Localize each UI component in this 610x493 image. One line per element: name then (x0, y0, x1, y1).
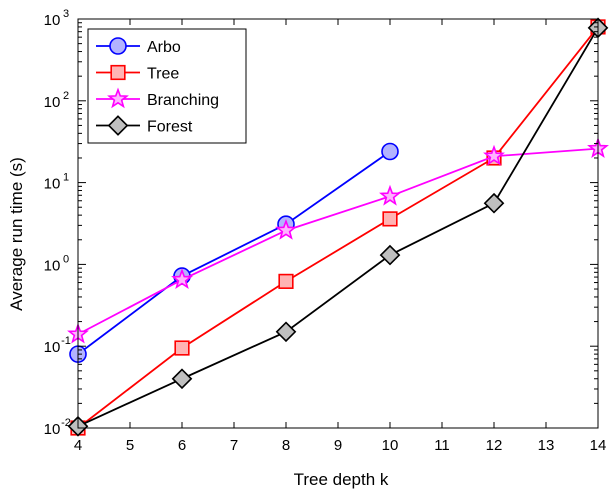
data-point-forest (171, 368, 193, 390)
plot-marks (67, 17, 609, 437)
y-axis-label: Average run time (s) (7, 157, 26, 311)
data-point-branching (171, 268, 193, 290)
y-tick-label: 10 (44, 12, 61, 29)
series-arbo (69, 142, 399, 363)
y-tick-label: 10 (44, 421, 61, 438)
x-axis-label: Tree depth k (294, 470, 389, 489)
legend-marker-tree (110, 64, 126, 81)
series-line-branching (77, 147, 599, 336)
legend-label-forest: Forest (147, 119, 193, 136)
x-tick-label: 6 (178, 437, 186, 454)
data-point-forest (483, 192, 505, 214)
y-tick-exponent: 3 (63, 8, 69, 20)
y-tick-label: 10 (44, 257, 61, 274)
x-tick-label: 13 (538, 437, 555, 454)
y-tick-exponent: 0 (63, 253, 69, 265)
legend-label-tree: Tree (147, 66, 179, 83)
legend-label-arbo: Arbo (147, 39, 181, 56)
y-tick-label: 10 (44, 339, 61, 356)
data-point-forest (275, 321, 297, 343)
x-tick-label: 7 (230, 437, 238, 454)
x-tick-label: 9 (334, 437, 342, 454)
legend-marker-forest (107, 115, 129, 136)
legend-marker-branching (107, 87, 129, 109)
legend-item-forest: Forest (96, 115, 193, 136)
series-line-arbo (77, 150, 391, 355)
y-tick-exponent: -1 (61, 335, 71, 347)
x-tick-label: 10 (382, 437, 399, 454)
data-point-tree (174, 340, 190, 356)
x-tick-label: 4 (74, 437, 82, 454)
legend: Arbo Tree Branching Forest (87, 28, 247, 144)
data-point-tree (382, 211, 398, 227)
series-branching (67, 137, 609, 344)
data-point-tree (278, 273, 294, 289)
y-tick-exponent: -2 (61, 417, 71, 429)
series-line-forest (77, 27, 599, 428)
legend-item-arbo: Arbo (96, 37, 181, 56)
legend-marker-arbo (109, 37, 127, 55)
y-tick-label: 10 (44, 94, 61, 111)
data-point-branching (379, 184, 401, 206)
data-point-arbo (381, 142, 399, 161)
series-line-tree (77, 26, 599, 429)
data-point-branching (275, 218, 297, 240)
x-tick-label: 14 (590, 437, 607, 454)
legend-item-tree: Tree (96, 64, 179, 83)
y-tick-label: 10 (44, 176, 61, 193)
x-tick-label: 5 (126, 437, 134, 454)
x-tick-label: 8 (282, 437, 290, 454)
legend-label-branching: Branching (147, 92, 219, 109)
x-tick-label: 11 (434, 437, 450, 454)
y-tick-exponent: 1 (63, 172, 69, 184)
data-point-forest (379, 244, 401, 266)
legend-item-branching: Branching (96, 87, 219, 109)
x-tick-label: 12 (486, 437, 503, 454)
data-point-branching (483, 144, 505, 166)
y-tick-exponent: 2 (63, 90, 69, 102)
